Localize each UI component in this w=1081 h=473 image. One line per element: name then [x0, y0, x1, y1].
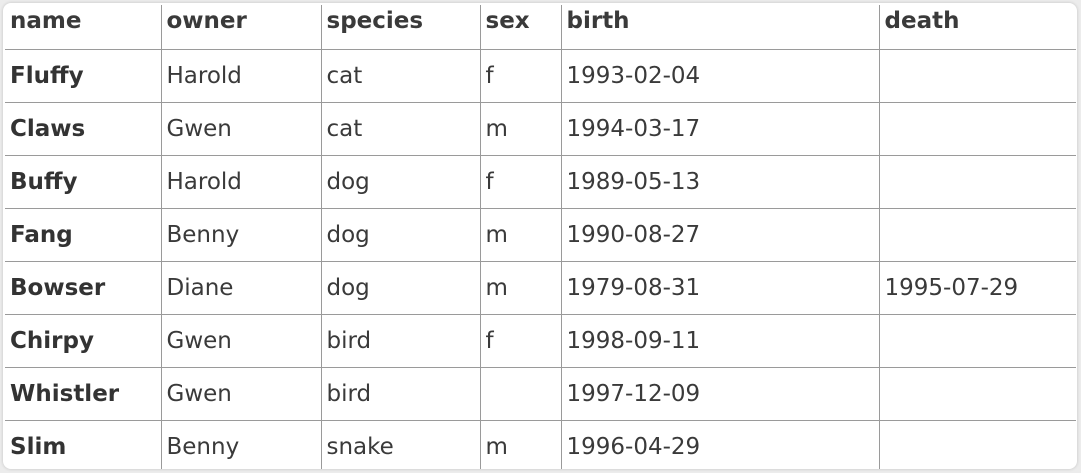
cell-death	[878, 366, 1076, 421]
table-row: Chirpy Gwen bird f 1998-09-11	[5, 313, 1076, 368]
cell-owner: Gwen	[160, 366, 322, 421]
cell-death	[878, 101, 1076, 156]
cell-death	[878, 154, 1076, 209]
cell-name: Fang	[5, 207, 162, 262]
cell-name: Chirpy	[5, 313, 162, 368]
column-header-sex: sex	[479, 5, 562, 50]
cell-birth: 1997-12-09	[560, 366, 880, 421]
cell-name: Claws	[5, 101, 162, 156]
table-row: Buffy Harold dog f 1989-05-13	[5, 154, 1076, 209]
cell-species: bird	[320, 313, 481, 368]
cell-species: cat	[320, 101, 481, 156]
cell-birth: 1998-09-11	[560, 313, 880, 368]
cell-sex: f	[479, 48, 562, 103]
cell-owner: Gwen	[160, 101, 322, 156]
cell-birth: 1993-02-04	[560, 48, 880, 103]
column-header-species: species	[320, 5, 481, 50]
cell-sex: m	[479, 260, 562, 315]
cell-species: cat	[320, 48, 481, 103]
cell-sex: f	[479, 313, 562, 368]
cell-owner: Benny	[160, 207, 322, 262]
cell-birth: 1994-03-17	[560, 101, 880, 156]
table-header-row: name owner species sex birth death	[5, 5, 1076, 50]
cell-owner: Harold	[160, 48, 322, 103]
cell-owner: Benny	[160, 419, 322, 469]
table-row: Claws Gwen cat m 1994-03-17	[5, 101, 1076, 156]
cell-species: dog	[320, 260, 481, 315]
pet-table: name owner species sex birth death Fluff…	[5, 5, 1076, 469]
cell-sex: m	[479, 419, 562, 469]
cell-name: Whistler	[5, 366, 162, 421]
cell-species: bird	[320, 366, 481, 421]
cell-species: dog	[320, 154, 481, 209]
cell-owner: Gwen	[160, 313, 322, 368]
cell-sex: m	[479, 207, 562, 262]
table-row: Fang Benny dog m 1990-08-27	[5, 207, 1076, 262]
column-header-birth: birth	[560, 5, 880, 50]
cell-death	[878, 207, 1076, 262]
cell-sex: m	[479, 101, 562, 156]
cell-birth: 1989-05-13	[560, 154, 880, 209]
column-header-owner: owner	[160, 5, 322, 50]
cell-species: dog	[320, 207, 481, 262]
cell-species: snake	[320, 419, 481, 469]
cell-sex	[479, 366, 562, 421]
cell-death	[878, 48, 1076, 103]
cell-name: Buffy	[5, 154, 162, 209]
cell-sex: f	[479, 154, 562, 209]
table-row: Whistler Gwen bird 1997-12-09	[5, 366, 1076, 421]
cell-name: Bowser	[5, 260, 162, 315]
table-row: Fluffy Harold cat f 1993-02-04	[5, 48, 1076, 103]
cell-birth: 1990-08-27	[560, 207, 880, 262]
cell-name: Fluffy	[5, 48, 162, 103]
column-header-death: death	[878, 5, 1076, 50]
cell-owner: Diane	[160, 260, 322, 315]
cell-death	[878, 313, 1076, 368]
pet-table-card: name owner species sex birth death Fluff…	[3, 3, 1077, 469]
column-header-name: name	[5, 5, 162, 50]
cell-birth: 1996-04-29	[560, 419, 880, 469]
cell-death	[878, 419, 1076, 469]
cell-owner: Harold	[160, 154, 322, 209]
cell-birth: 1979-08-31	[560, 260, 880, 315]
cell-name: Slim	[5, 419, 162, 469]
table-row: Slim Benny snake m 1996-04-29	[5, 419, 1076, 469]
cell-death: 1995-07-29	[878, 260, 1076, 315]
table-row: Bowser Diane dog m 1979-08-31 1995-07-29	[5, 260, 1076, 315]
